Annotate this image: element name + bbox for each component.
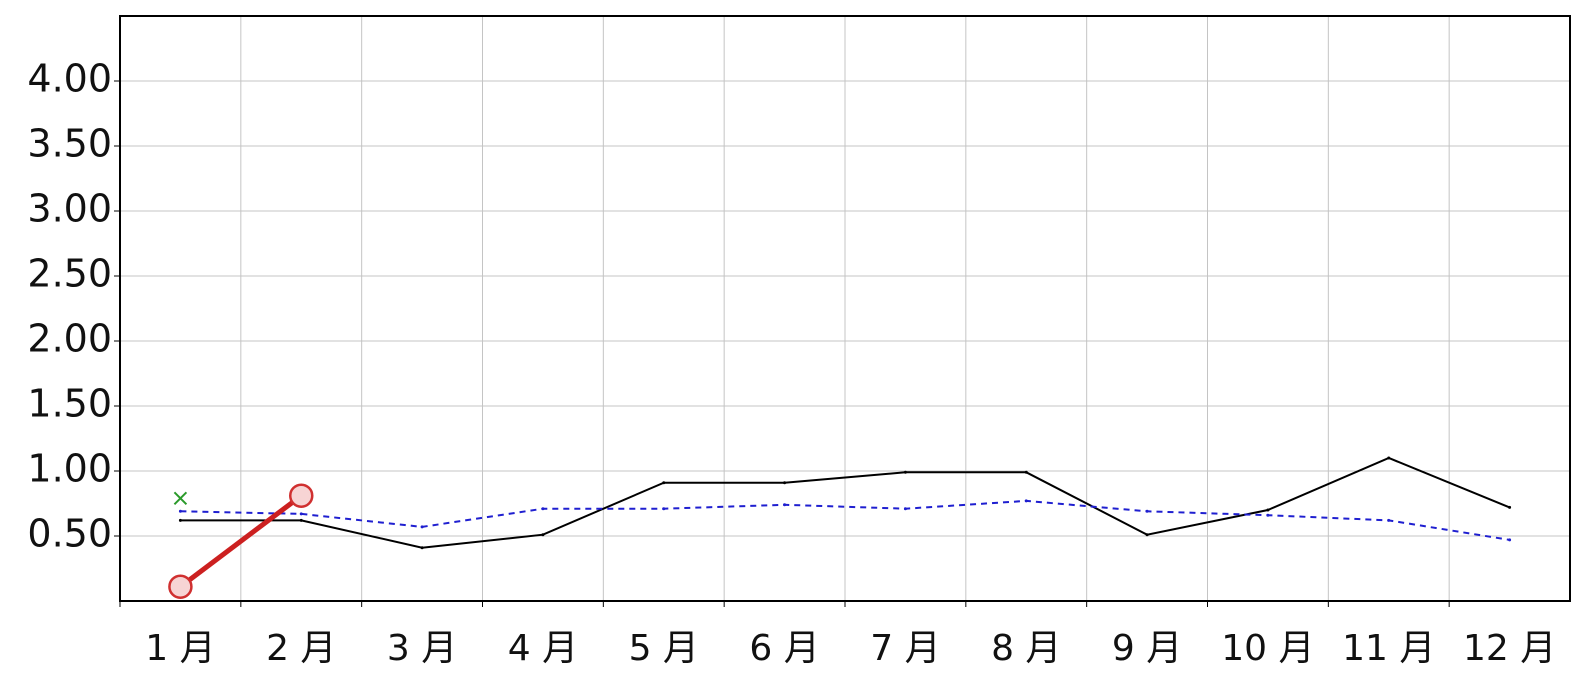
y-tick-label: 1.00	[27, 447, 112, 491]
x-tick-label: 8 月	[991, 628, 1061, 669]
dashed-line-point	[541, 507, 545, 511]
y-axis-ticks: 4.00 3.50 3.00 2.50 2.00 1.50 1.00 0.50	[27, 57, 120, 556]
series-red-line	[178, 493, 303, 589]
solid-line-point	[1145, 533, 1149, 537]
x-tick-label: 10 月	[1221, 628, 1314, 669]
solid-line-point	[1387, 456, 1391, 460]
grid-layer	[120, 16, 1570, 601]
solid-line-point	[1266, 508, 1270, 512]
y-tick-label: 3.50	[27, 122, 112, 166]
cross-stroke	[173, 491, 188, 506]
x-tick-label: 4 月	[508, 628, 578, 669]
dashed-line-point	[1508, 538, 1512, 542]
solid-line-point	[420, 546, 424, 550]
dashed-line-point	[1387, 518, 1391, 522]
dashed-line-point	[783, 503, 787, 507]
series-solid-line	[180, 456, 1510, 549]
red-circle-marker	[168, 574, 193, 599]
y-tick-label: 4.00	[27, 57, 112, 101]
red-circle-marker	[289, 483, 314, 508]
dashed-line-point	[299, 512, 303, 516]
x-tick-label: 1 月	[145, 628, 215, 669]
x-tick-label: 11 月	[1342, 628, 1435, 669]
solid-line-point	[662, 481, 666, 485]
x-tick-label: 9 月	[1112, 628, 1182, 669]
y-tick-label: 1.50	[27, 382, 112, 426]
x-tick-label: 6 月	[749, 628, 819, 669]
series-dashed-line	[180, 499, 1510, 541]
series-layer	[168, 456, 1512, 599]
y-tick-label: 2.50	[27, 252, 112, 296]
dashed-line-point	[178, 509, 182, 513]
x-axis-ticks: 1 月 2 月 3 月 4 月 5 月 6 月 7 月 8 月 9 月 10 月 11 月 12 月	[119, 601, 1556, 669]
dashed-line-point	[903, 507, 907, 511]
x-tick-label: 3 月	[387, 628, 457, 669]
dashed-line-point	[420, 525, 424, 529]
solid-line-point	[541, 533, 545, 537]
x-tick-label: 5 月	[629, 628, 699, 669]
solid-line-point	[903, 470, 907, 474]
y-tick-label: 2.00	[27, 317, 112, 361]
solid-line-point	[299, 518, 303, 522]
x-tick-label: 7 月	[870, 628, 940, 669]
solid-line-point	[178, 518, 182, 522]
solid-line-point	[783, 481, 787, 485]
y-tick-label: 3.00	[27, 187, 112, 231]
x-tick-label: 2 月	[266, 628, 336, 669]
x-tick-label: 12 月	[1463, 628, 1556, 669]
green-cross-marker	[173, 491, 188, 506]
dashed-line-point	[1145, 509, 1149, 513]
dashed-line-point	[662, 507, 666, 511]
solid-line-point	[1508, 505, 1512, 509]
solid-line-point	[1024, 470, 1028, 474]
dashed-line-point	[1024, 499, 1028, 503]
y-tick-label: 0.50	[27, 512, 112, 556]
dashed-line-point	[1266, 513, 1270, 517]
